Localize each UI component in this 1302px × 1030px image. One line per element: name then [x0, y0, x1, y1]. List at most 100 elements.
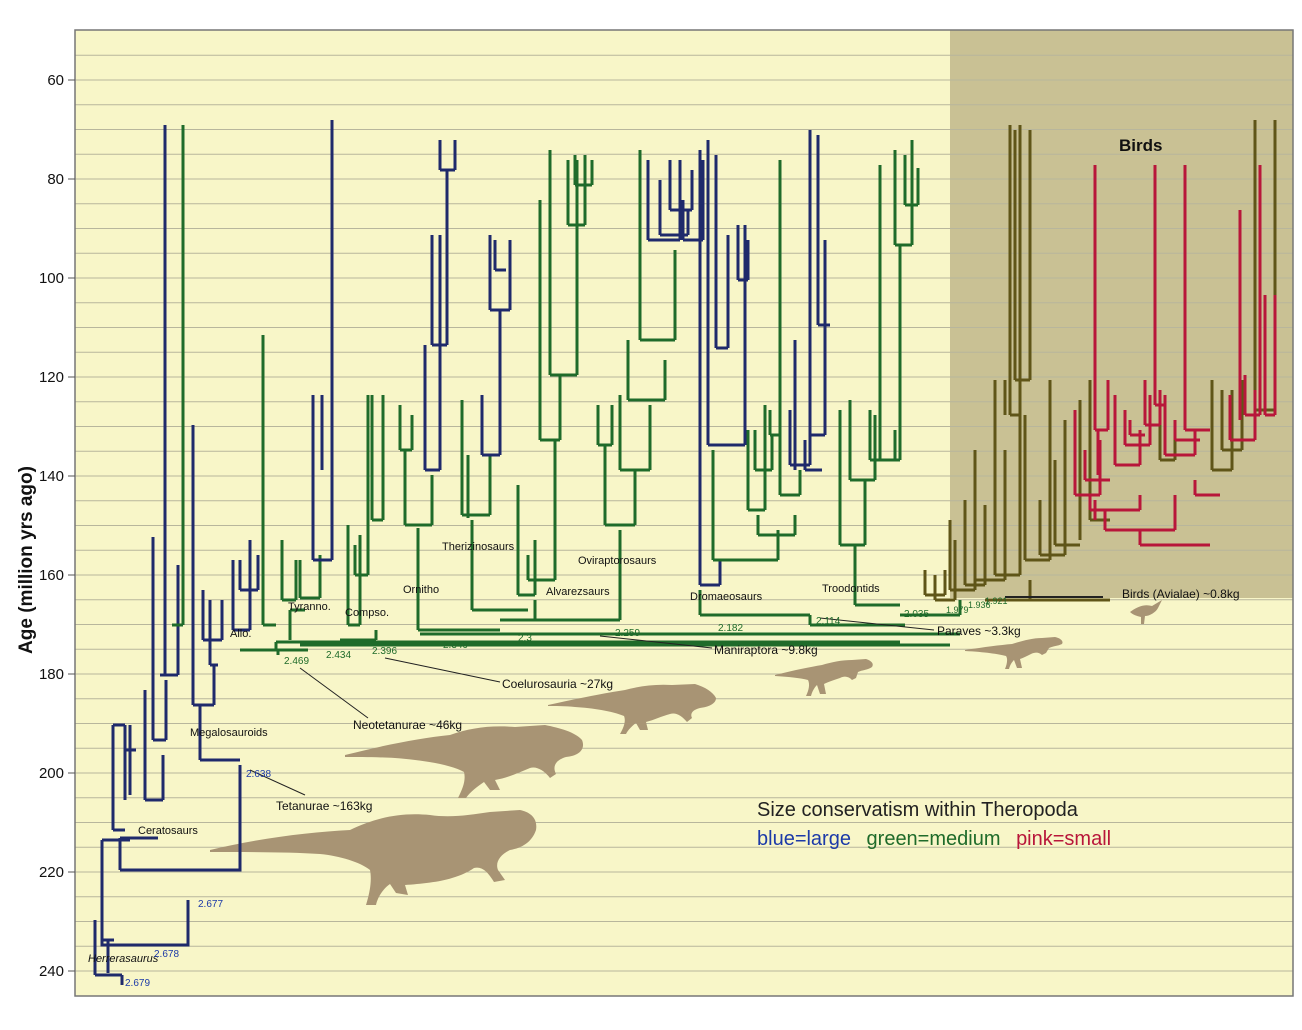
silhouettes	[210, 600, 1162, 905]
tree-branch-medium	[370, 395, 385, 522]
tree-branch-large	[488, 235, 512, 312]
tree-branch-medium	[900, 600, 962, 617]
y-axis: 60 80 100 120 140 160 180 200 220 240	[39, 72, 75, 980]
pointer-neotetanurae	[299, 667, 369, 719]
node-2677: 2.677	[198, 899, 223, 910]
node-1979: 1.979	[946, 605, 969, 615]
tree-branch-small	[1193, 480, 1220, 497]
pointer-paraves	[819, 617, 935, 631]
clade-ceratosaurs: Ceratosaurs	[138, 825, 198, 837]
tree-branch-stem	[1053, 460, 1080, 547]
clade-dromaeosaurs: Dromaeosaurs	[690, 591, 763, 603]
tree-branch-large	[803, 440, 822, 472]
tree-branch-large	[808, 130, 827, 437]
pointer-maniraptora	[599, 635, 713, 649]
y-tick-label: 180	[39, 666, 64, 683]
node-2678: 2.678	[154, 949, 179, 960]
node-values: 2.679 2.678 2.677 2.638 2.469 2.434 2.39…	[125, 596, 1008, 989]
node-2114: 2.114	[816, 616, 841, 627]
coelurosauria-silhouette	[548, 684, 716, 734]
size-birds: Birds (Avialae) ~0.8kg	[1122, 587, 1240, 601]
tree-branch-stem	[1038, 420, 1067, 557]
y-tick-label: 80	[47, 171, 64, 188]
clade-therizinosaurs: Therizinosaurs	[442, 541, 515, 553]
tree-branch-large	[111, 723, 127, 832]
tree-branch-medium	[778, 160, 802, 497]
grid-lines	[75, 54, 1293, 972]
node-2638: 2.638	[246, 769, 271, 780]
tree-branch-large	[646, 160, 682, 242]
tree-branch-large	[736, 225, 750, 282]
clade-megalosauroids: Megalosauroids	[190, 727, 268, 739]
birds-zone	[950, 30, 1293, 598]
tree-branch-medium	[746, 405, 767, 512]
pointer-coelurosauria	[384, 657, 501, 683]
tree-branch-medium	[878, 165, 902, 462]
node-1921: 1.921	[985, 596, 1008, 606]
tree-branch-stem	[973, 450, 1007, 582]
tree-branch-medium	[618, 395, 652, 472]
tree-branch-large	[238, 555, 260, 592]
legend: Size conservatism within Theropoda blue=…	[757, 799, 1111, 850]
node-2679: 2.679	[125, 978, 150, 989]
tree-branch-small	[1243, 165, 1262, 417]
tree-branch-medium	[416, 528, 500, 632]
tree-branch-medium	[298, 555, 322, 600]
tree-branch-medium	[638, 150, 677, 342]
node-2349: 2.349	[443, 640, 468, 651]
size-tetanurae: Tetanurae ~163kg	[276, 799, 372, 813]
tree-branch-medium	[573, 155, 594, 187]
clade-ornitho: Ornitho	[403, 584, 439, 596]
tree-branch-medium	[288, 608, 305, 640]
tetanurae-silhouette	[210, 810, 537, 905]
tree-branch-large	[668, 160, 694, 212]
tree-branch-medium	[353, 395, 370, 577]
tree-branch-medium	[526, 440, 557, 582]
tree-branch-medium	[346, 525, 362, 627]
tree-branch-large	[93, 920, 124, 985]
tree-branch-large	[714, 155, 730, 350]
tree-branch-large	[788, 410, 812, 467]
maniraptora-silhouette	[775, 659, 873, 696]
clade-troodontids: Troodontids	[822, 583, 880, 595]
tree-branch-medium	[500, 600, 620, 622]
y-tick-label: 60	[47, 72, 64, 89]
tree-branch-large	[198, 705, 240, 762]
tree-branch-small	[1138, 530, 1210, 547]
tree-branch-large	[493, 240, 506, 272]
y-tick-label: 200	[39, 765, 64, 782]
tree-branch-large	[143, 690, 165, 802]
tree-branch-small	[1173, 420, 1200, 442]
tree-branch-medium	[756, 515, 797, 537]
node-2434: 2.434	[326, 650, 351, 661]
tree-branch-large	[208, 600, 218, 667]
tree-branch-small	[1073, 410, 1102, 497]
tree-branch-large	[311, 120, 334, 562]
tree-branch-large	[191, 425, 216, 707]
clade-tyranno: Tyranno.	[288, 601, 331, 613]
pointer-lines	[249, 596, 1103, 796]
tree-branch-stem	[1008, 125, 1022, 417]
tree-branch-medium	[516, 485, 537, 597]
paraves-silhouette	[965, 637, 1063, 669]
tree-branch-stem	[1013, 130, 1032, 382]
pointer-tetanurae	[249, 769, 306, 796]
tree-branch-medium	[626, 340, 667, 402]
node-2259: 2.259	[615, 628, 640, 639]
tree-branch-medium	[848, 400, 877, 482]
tree-branch-medium	[753, 430, 774, 472]
y-axis-title: Age (million yrs ago)	[16, 466, 37, 654]
tree-branch-large	[151, 537, 168, 742]
legend-title: Size conservatism within Theropoda	[757, 799, 1079, 821]
node-2182: 2.182	[718, 623, 743, 634]
tree-branch-small	[1153, 165, 1165, 407]
node-2396: 2.396	[372, 646, 397, 657]
tree-branch-medium	[470, 520, 528, 612]
node-2469: 2.469	[284, 656, 309, 667]
tree-branch-small	[1128, 420, 1145, 437]
tree-branch-small	[1183, 165, 1210, 432]
size-neotetanurae: Neotetanurae ~46kg	[353, 718, 462, 732]
tree-branch-medium	[274, 640, 900, 650]
